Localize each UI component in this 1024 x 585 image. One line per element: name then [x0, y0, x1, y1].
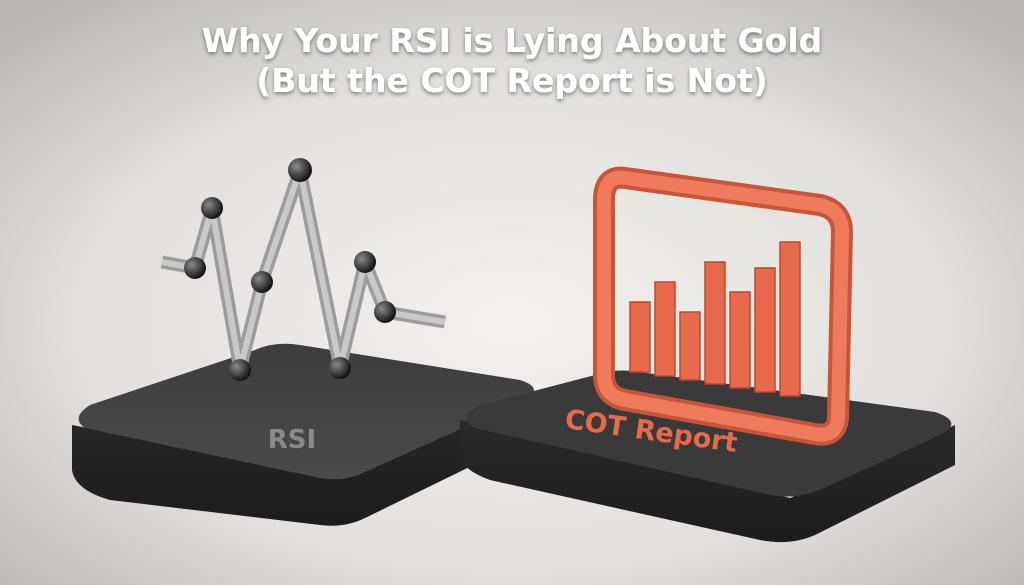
title-line: (But the COT Report is Not) — [256, 61, 768, 100]
rsi-platform — [72, 343, 535, 526]
title-line: Why Your RSI is Lying About Gold — [202, 21, 823, 60]
rsi-label: RSI — [268, 425, 316, 455]
rsi-line — [160, 158, 447, 381]
cot-frame — [593, 166, 854, 446]
